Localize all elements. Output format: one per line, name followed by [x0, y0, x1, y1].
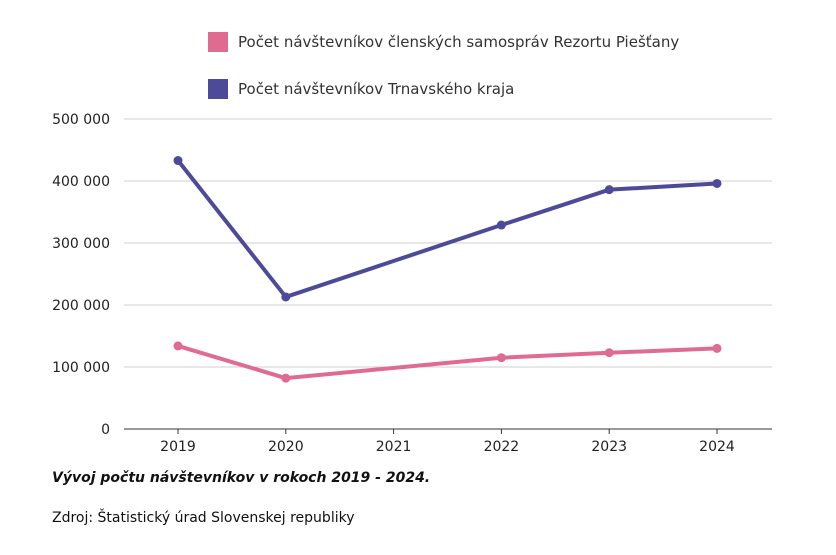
x-tick-label: 2019 — [160, 439, 196, 455]
legend-swatch-piestany — [208, 32, 228, 52]
x-tick-label: 2022 — [484, 439, 520, 455]
data-point-series-0 — [604, 348, 614, 358]
legend-label-trnava: Počet návštevníkov Trnavského kraja — [238, 80, 515, 98]
y-tick-label: 100 000 — [52, 360, 110, 376]
data-point-series-1 — [496, 220, 506, 230]
data-point-series-0 — [173, 341, 183, 351]
data-point-series-1 — [712, 178, 722, 188]
line-chart: 0 100 000 200 000 300 000 400 000 500 000 2019… — [52, 112, 772, 455]
legend-label-piestany: Počet návštevníkov členských samospráv R… — [238, 33, 680, 51]
y-tick-label: 400 000 — [52, 174, 110, 190]
x-tick-label: 2024 — [699, 439, 735, 455]
data-point-series-1 — [281, 292, 291, 302]
y-tick-label: 300 000 — [52, 236, 110, 252]
y-tick-label: 0 — [101, 422, 110, 438]
data-point-series-0 — [281, 373, 291, 383]
y-tick-label: 500 000 — [52, 112, 110, 128]
legend-item-piestany: Počet návštevníkov členských samospráv R… — [208, 32, 679, 52]
legend-swatch-trnava — [208, 79, 228, 99]
data-point-series-1 — [604, 185, 614, 195]
x-tick-label: 2021 — [376, 439, 412, 455]
chart-title: Vývoj počtu návštevníkov v rokoch 2019 -… — [52, 470, 431, 486]
x-tick-label: 2023 — [591, 439, 627, 455]
data-point-series-0 — [712, 343, 722, 353]
x-tick-label: 2020 — [268, 439, 304, 455]
legend-item-trnava: Počet návštevníkov Trnavského kraja — [208, 79, 514, 99]
chart-source: Zdroj: Štatistický úrad Slovenskej repub… — [52, 510, 355, 526]
data-point-series-1 — [173, 156, 183, 166]
data-point-series-0 — [496, 353, 506, 363]
series-line-0 — [176, 343, 719, 381]
y-tick-label: 200 000 — [52, 298, 110, 314]
